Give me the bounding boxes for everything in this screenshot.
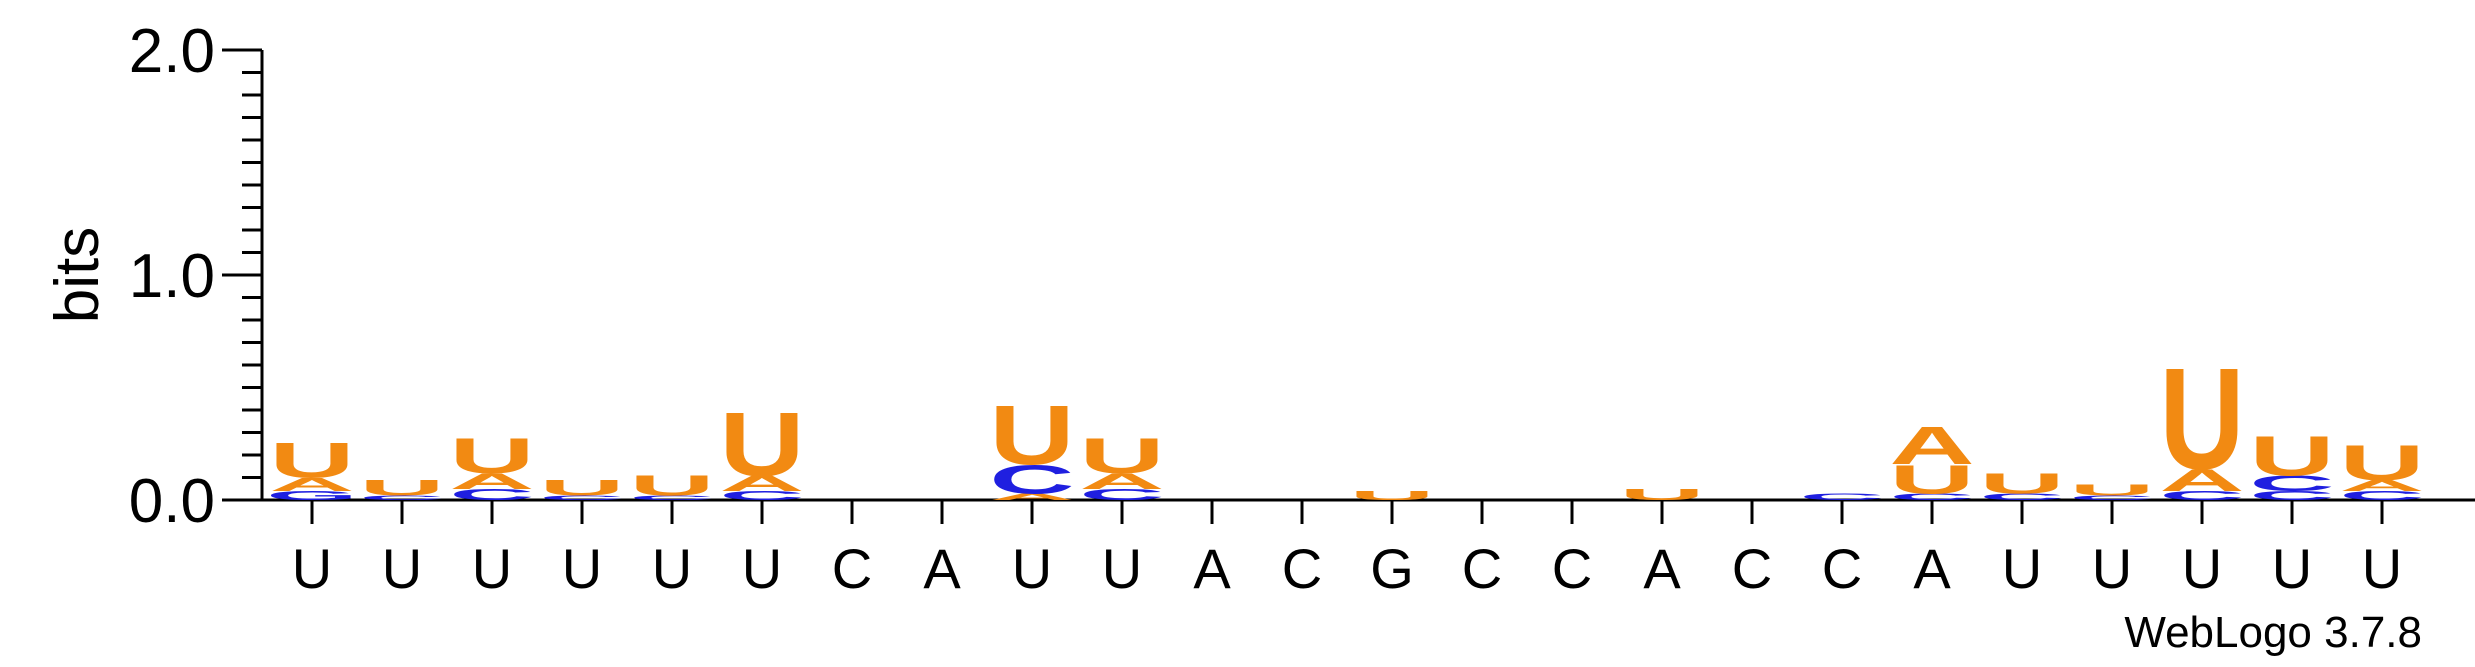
weblogo-credit: WebLogo 3.7.8 [2124, 608, 2422, 657]
x-tick-label: U [472, 537, 512, 600]
x-tick-label: U [2182, 537, 2222, 600]
x-tick-label: U [652, 537, 692, 600]
x-tick-label: C [1732, 537, 1772, 600]
logo-letter-c: C [1079, 486, 1164, 504]
x-tick-label: A [1913, 537, 1951, 600]
logo-letter-a: A [989, 491, 1074, 502]
y-tick-label: 2.0 [129, 17, 215, 86]
x-tick-label: C [1462, 537, 1502, 600]
y-tick-labels: 0.0 1.0 2.0 [129, 17, 215, 536]
logo-letter-u: U [2339, 435, 2424, 491]
logo-letter-u: U [1979, 468, 2064, 500]
logo-letter-c: C [2069, 494, 2154, 501]
y-ticks [222, 48, 262, 502]
x-tick-label: U [292, 537, 332, 600]
logo-letter-c: C [2249, 489, 2334, 503]
logo-letter-u: U [629, 470, 714, 502]
x-tick-label: U [1012, 537, 1052, 600]
logo-letter-a: A [269, 474, 354, 495]
x-tick-label: U [2362, 537, 2402, 600]
x-tick-label: U [2092, 537, 2132, 600]
y-tick-label: 1.0 [129, 242, 215, 311]
y-axis-label: bits [43, 227, 112, 323]
logo-letter-a: A [719, 471, 804, 496]
x-tick-label: C [1282, 537, 1322, 600]
x-tick-label: U [562, 537, 602, 600]
logo-letter-c: C [539, 494, 624, 501]
logo-letter-c: C [2249, 471, 2334, 496]
x-tick-label: U [382, 537, 422, 600]
logo-letter-c: C [989, 456, 1074, 502]
logo-letter-u: U [2249, 424, 2334, 488]
logo-letter-u: U [269, 433, 354, 489]
logo-letter-c: C [449, 486, 534, 504]
logo-letter-u: U [2069, 481, 2154, 499]
x-tick-label: C [1552, 537, 1592, 600]
logo-letter-a: A [449, 469, 534, 494]
y-tick-label: 0.0 [129, 467, 215, 536]
logo-letter-a: A [1079, 469, 1164, 494]
logo-letter-c: C [359, 494, 444, 501]
x-tick-label: A [1193, 537, 1231, 600]
logo-letter-a: A [2159, 463, 2244, 498]
x-tick-label: U [742, 537, 782, 600]
logo-letter-u: U [719, 394, 804, 495]
logo-letter-u: U [539, 476, 624, 501]
logo-letter-u: U [1349, 489, 1434, 503]
y-axis: 0.0 1.0 2.0 bits [43, 17, 264, 536]
logo-letter-c: C [1979, 491, 2064, 502]
logo-letter-c: C [2339, 489, 2424, 503]
x-tick-label: C [1822, 537, 1862, 600]
x-tick-label: A [923, 537, 961, 600]
logo-letter-c: C [2159, 489, 2244, 503]
logo-letter-c: C [719, 489, 804, 503]
logo-letter-u: U [1079, 428, 1164, 484]
x-tick-label: G [1370, 537, 1414, 600]
logo-letter-c: C [629, 494, 714, 501]
x-tick-label: C [832, 537, 872, 600]
logo-letter-u: U [989, 387, 1074, 482]
logo-letter-u: U [2159, 338, 2244, 499]
logo-letter-u: U [1619, 486, 1704, 504]
logo-letter-u: U [1889, 456, 1974, 502]
x-tick-label: A [1643, 537, 1681, 600]
logo-letter-a: A [1889, 416, 1974, 475]
x-tick-label: U [1102, 537, 1142, 600]
x-ticks [310, 500, 2384, 524]
logo-letter-g: G [266, 489, 358, 503]
logo-letter-u: U [359, 476, 444, 501]
logo-letter-u: U [449, 428, 534, 484]
x-tick-label: U [2002, 537, 2042, 600]
logo-letter-c: C [1799, 491, 1884, 502]
x-tick-label: U [2272, 537, 2312, 600]
logo-letter-c: C [1889, 491, 1974, 502]
logo-letter-a: A [2339, 477, 2424, 495]
